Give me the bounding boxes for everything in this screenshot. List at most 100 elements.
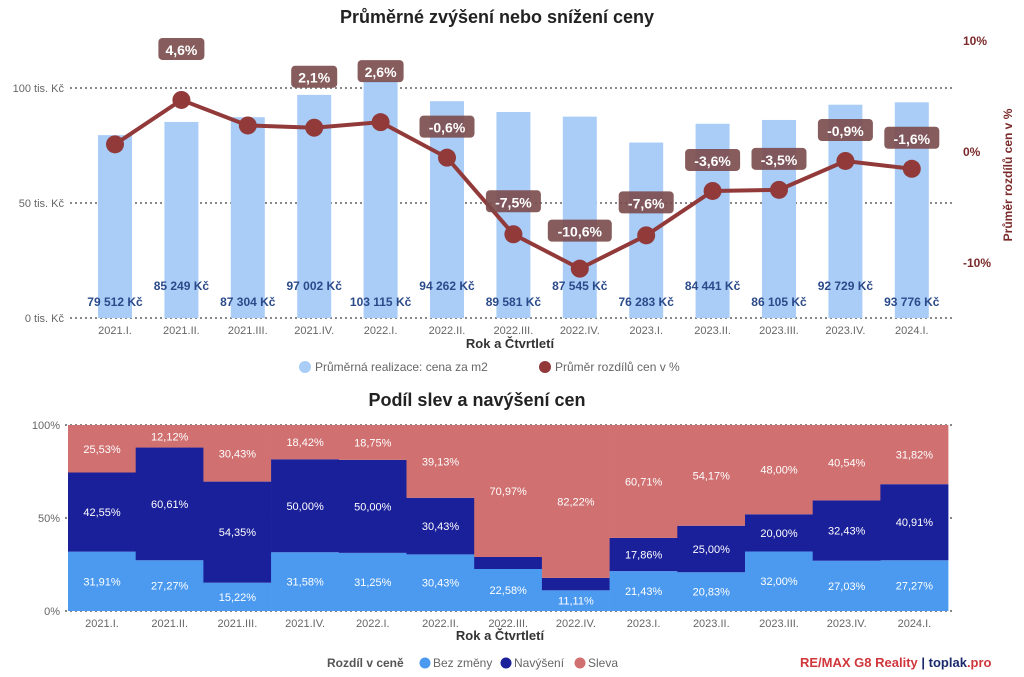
segment-data-label: 25,00% [693, 544, 731, 556]
segment-data-label: 60,61% [151, 499, 189, 511]
segment-data-label: 82,22% [557, 496, 595, 508]
segment-data-label: 31,25% [354, 577, 392, 589]
stacked-segment [271, 552, 340, 611]
segment-data-label: 27,27% [151, 581, 189, 593]
bar-data-label: 92 729 Kč [818, 279, 874, 293]
line-data-label: 2,1% [298, 70, 330, 86]
stacked-segment [880, 560, 949, 611]
line-label-box [751, 147, 807, 170]
line-label-box [547, 219, 612, 242]
x-tick-label: 2023.II. [694, 325, 731, 337]
x-tick-label: 2023.III. [759, 618, 799, 630]
segment-data-label: 40,54% [828, 458, 866, 470]
segment-data-label: 20,83% [693, 587, 731, 599]
segment-data-label: 12,12% [151, 431, 189, 443]
segment-data-label: 48,00% [760, 465, 798, 477]
footer-branding: RE/MAX G8 Reality | toplak.pro [800, 655, 992, 670]
x-tick-label: 2022.II. [429, 325, 466, 337]
bar-data-label: 87 545 Kč [552, 279, 608, 293]
segment-data-label: 42,55% [83, 507, 121, 519]
line-data-label: -3,5% [761, 152, 798, 168]
line-data-label: -0,6% [429, 120, 466, 136]
line-label-box [419, 115, 475, 138]
line-point [305, 118, 324, 137]
line-label-box [618, 191, 674, 214]
stacked-segment [812, 425, 881, 501]
x-tick-label: 2021.III. [218, 618, 258, 630]
stacked-segment [812, 560, 881, 611]
brand-part: RE/ [800, 655, 822, 670]
y-tick-label: 50 tis. Kč [19, 198, 65, 210]
brand-name: MAX G8 Reality [821, 655, 918, 670]
bar-data-label: 79 512 Kč [87, 295, 143, 309]
line-data-label: 2,6% [365, 64, 397, 80]
line-point [106, 135, 124, 154]
line-label-box [357, 60, 404, 83]
stacked-segment [880, 425, 949, 485]
bar [98, 135, 132, 318]
stacked-segment [135, 447, 204, 561]
bar-data-label: 86 105 Kč [751, 295, 807, 309]
y2-tick-label: -10% [963, 256, 991, 270]
bar [164, 121, 199, 318]
segment-data-label: 31,82% [896, 450, 934, 462]
line-point [172, 90, 191, 109]
segment-data-label: 30,43% [219, 448, 257, 460]
line-point [238, 116, 257, 135]
stacked-segment [677, 525, 746, 573]
line-label-box [817, 118, 873, 141]
stacked-segment [677, 572, 746, 611]
segment-data-label: 11,11% [558, 596, 594, 608]
line-label-box [884, 126, 940, 149]
line-data-label: -0,9% [827, 123, 864, 139]
x-tick-label: 2022.III. [494, 325, 534, 337]
separator: | [917, 655, 929, 670]
y-tick-label: 100 tis. Kč [13, 83, 65, 95]
site-tld: .pro [966, 655, 992, 670]
legend-marker [574, 657, 586, 669]
x-tick-label: 2021.I. [98, 325, 132, 337]
stacked-segment [609, 537, 678, 572]
stacked-segment [677, 425, 746, 526]
y2-axis-title: Průměr rozdílů cen v % [1001, 108, 1015, 241]
stacked-segment [812, 500, 881, 561]
legend-label: Průměr rozdílů cen v % [555, 360, 680, 374]
x-tick-label: 2022.III. [488, 618, 528, 630]
stacked-segment [474, 425, 543, 558]
stacked-segment [203, 481, 272, 583]
bar-data-label: 87 304 Kč [220, 295, 276, 309]
line-data-label: 4,6% [165, 42, 197, 58]
x-tick-label: 2021.I. [85, 618, 119, 630]
x-tick-label: 2023.IV. [825, 325, 865, 337]
legend-label: Bez změny [433, 656, 492, 670]
bar [562, 116, 597, 318]
stacked-segment [338, 459, 407, 553]
line-label-box [685, 148, 741, 171]
stacked-segment [406, 554, 475, 611]
stacked-segment [406, 425, 475, 498]
site-name: toplak [928, 655, 967, 670]
segment-data-label: 31,58% [286, 577, 324, 589]
bar-data-label: 94 262 Kč [419, 279, 475, 293]
x-tick-label: 2022.II. [422, 618, 459, 630]
line-data-label: -7,6% [628, 195, 665, 211]
x-tick-label: 2023.I. [627, 618, 661, 630]
stacked-segment [541, 425, 610, 578]
segment-data-label: 50,00% [286, 501, 324, 513]
segment-data-label: 54,17% [693, 470, 731, 482]
stacked-segment [338, 425, 407, 460]
stacked-segment [474, 569, 543, 611]
segment-data-label: 30,43% [422, 521, 460, 533]
legend-marker [419, 657, 431, 669]
x-axis-title: Rok a Čtvrtletí [466, 336, 555, 351]
stacked-segment [338, 552, 407, 611]
bar-data-label: 76 283 Kč [619, 295, 675, 309]
y2-tick-label: 0% [963, 145, 981, 159]
segment-data-label: 27,27% [896, 581, 934, 593]
stacked-segment [135, 425, 204, 448]
stacked-segment [406, 497, 475, 555]
x-tick-label: 2024.I. [895, 325, 929, 337]
stacked-segment [135, 560, 204, 611]
segment-data-label: 27,03% [828, 581, 866, 593]
